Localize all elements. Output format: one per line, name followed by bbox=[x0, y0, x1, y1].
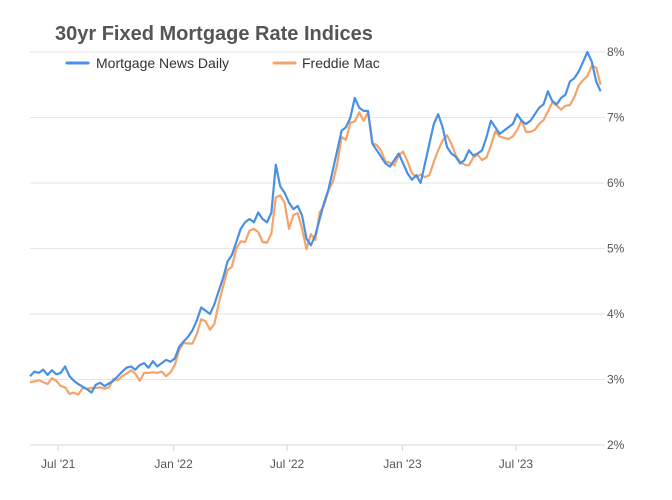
x-tick-label: Jul '21 bbox=[41, 457, 76, 471]
y-tick-label: 6% bbox=[607, 176, 625, 190]
y-tick-label: 2% bbox=[607, 438, 625, 452]
legend-label-mortgage-news-daily: Mortgage News Daily bbox=[96, 55, 229, 71]
y-axis-ticks: 2% 3% 4% 5% 6% 7% 8% bbox=[607, 45, 625, 452]
legend-item-mnd[interactable]: Mortgage News Daily bbox=[65, 55, 229, 71]
gridlines bbox=[30, 51, 605, 446]
y-tick-label: 3% bbox=[607, 373, 625, 387]
legend-label-freddie-mac: Freddie Mac bbox=[302, 55, 380, 71]
legend-item-freddie[interactable]: Freddie Mac bbox=[272, 55, 380, 71]
series-line-mortgage-news-daily[interactable] bbox=[29, 50, 602, 394]
x-tick-label: Jan '22 bbox=[154, 457, 193, 471]
x-tick-label: Jul '22 bbox=[270, 457, 305, 471]
chart-title: 30yr Fixed Mortgage Rate Indices bbox=[55, 23, 373, 45]
series-lines bbox=[29, 50, 602, 396]
x-tick-label: Jan '23 bbox=[383, 457, 422, 471]
y-tick-label: 4% bbox=[607, 307, 625, 321]
x-tick-label: Jul '23 bbox=[499, 457, 534, 471]
series-line-freddie-mac[interactable] bbox=[29, 64, 602, 396]
y-tick-label: 7% bbox=[607, 111, 625, 125]
y-tick-label: 5% bbox=[607, 242, 625, 256]
y-tick-label: 8% bbox=[607, 45, 625, 59]
legend: Mortgage News Daily Freddie Mac bbox=[65, 55, 380, 71]
x-axis-ticks: Jul '21 Jan '22 Jul '22 Jan '23 Jul '23 bbox=[41, 445, 533, 471]
